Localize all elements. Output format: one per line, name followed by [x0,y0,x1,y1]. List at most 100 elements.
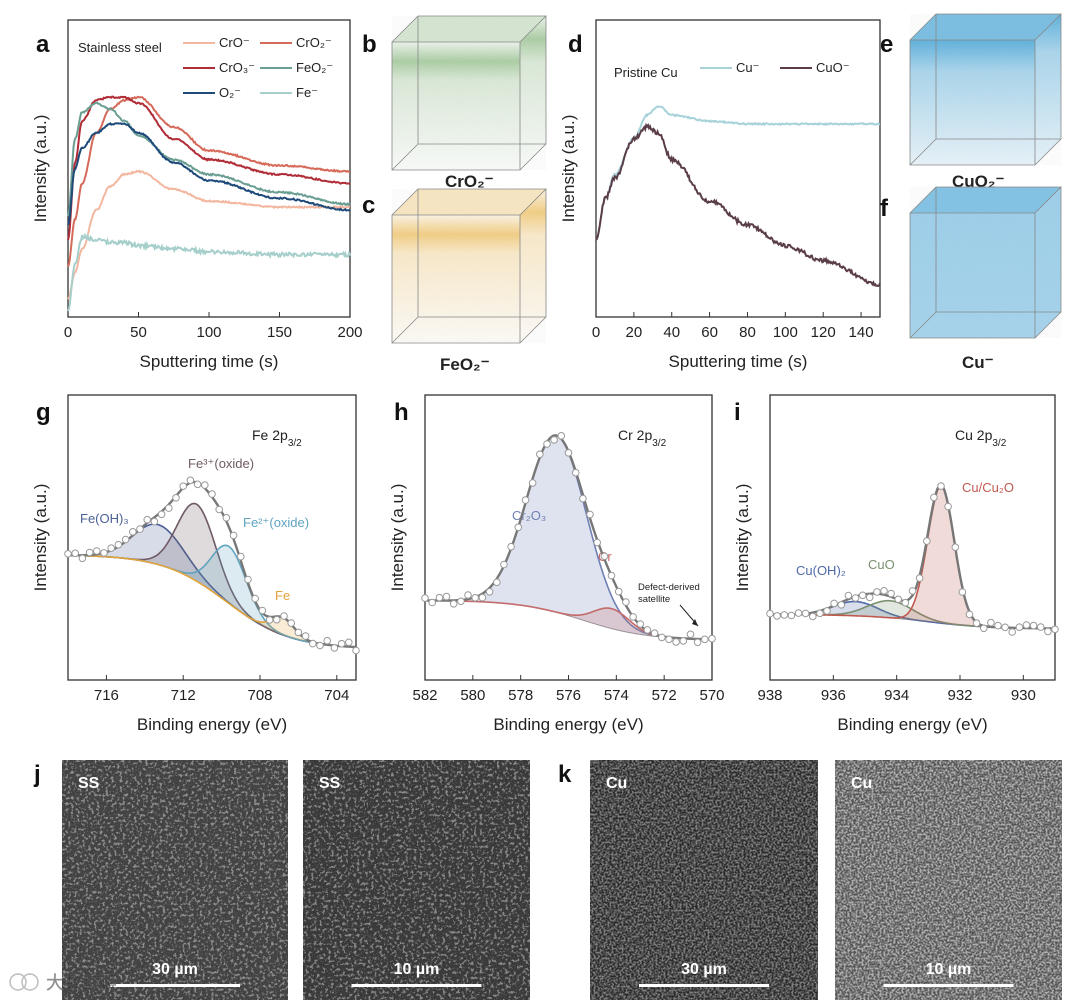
sem-sample-label: SS [78,775,100,792]
scale-bar-label: 30 µm [681,961,727,978]
x-tick-label: 40 [663,324,680,341]
data-point [208,490,216,498]
spectrum-title: Cr 2p3/2 [618,427,667,449]
data-point [944,502,952,511]
data-point [972,619,981,628]
legend-label: O₂⁻ [219,85,241,100]
data-point [780,611,789,619]
data-point [478,593,487,602]
data-point [528,479,537,487]
x-tick-label: 578 [508,687,533,704]
sem-image: Cu 30 µm [590,760,818,1000]
data-point [794,609,803,617]
legend-title: Pristine Cu [614,65,678,80]
data-point [237,552,245,561]
data-point [1044,627,1052,636]
data-point [607,571,616,580]
component-fill-2 [68,545,356,647]
data-point [464,591,472,599]
data-point [244,575,252,584]
data-point [773,612,781,620]
data-point [693,638,702,647]
data-point [557,432,566,440]
data-point [129,528,137,536]
data-point [136,525,144,533]
data-point [787,611,796,620]
data-point [873,588,881,596]
panel-label-f: f [880,195,889,222]
component-line-2 [770,485,1056,630]
panel-label-a: a [36,31,50,58]
x-tick-label: 580 [460,687,485,704]
data-point [965,610,974,619]
sem-features [835,760,1062,1000]
data-point [121,535,130,544]
sem-sample-label: SS [319,775,341,792]
component-label: Cu(OH)₂ [796,563,846,578]
y-axis-label: Intensity (a.u.) [388,484,407,592]
data-point [280,612,288,620]
x-tick-label: 80 [739,324,756,341]
atom-probe-cube: Cu⁻ [909,186,1062,372]
x-tick-label: 932 [947,687,972,704]
data-point [316,641,324,650]
cube-label: FeO₂⁻ [440,355,490,374]
data-point [1051,625,1059,634]
legend-label: CrO⁻ [219,35,250,50]
arrow-head-icon [692,619,698,626]
data-point [193,480,202,489]
x-tick-label: 934 [884,687,909,704]
scale-bar-label: 10 µm [926,961,972,978]
data-point [766,609,774,618]
panel-label-b: b [362,31,377,58]
data-point [201,481,209,489]
data-point [629,613,637,621]
data-point [1001,623,1009,632]
scale-bar [351,984,482,987]
component-fill-3 [68,555,356,647]
watermark: 大数跨境 [9,973,118,993]
series-line-5 [67,232,351,312]
atom-probe-cube: CuO₂⁻ [909,13,1062,191]
x-tick-label: 100 [773,324,798,341]
data-point [844,591,853,600]
sem-sample-label: Cu [851,775,872,792]
data-point [100,549,108,557]
x-tick-label: 572 [652,687,677,704]
series-line-4 [67,121,351,226]
x-axis-label: Sputtering time (s) [669,352,808,371]
data-point [887,589,895,598]
component-label: Fe [275,588,290,603]
data-point [636,620,645,628]
data-point [915,574,924,582]
sem-image: Cu 10 µm [835,760,1062,1000]
data-point [865,593,874,602]
data-point [485,588,494,596]
data-point [521,496,530,504]
data-point [165,504,173,512]
scale-bar [110,984,240,987]
x-tick-label: 200 [337,324,362,341]
data-point [507,542,515,551]
cube-edges [909,13,1062,166]
series-line-2 [67,95,351,241]
data-point [614,587,623,596]
data-point [550,436,558,444]
watermark-text: 大数跨境 [46,973,118,993]
component-label: Cr₂O₃ [512,508,546,523]
cube-label: CuO₂⁻ [952,172,1004,191]
panel-label-h: h [394,399,409,426]
x-axis-label: Binding energy (eV) [137,715,287,734]
x-tick-label: 0 [64,324,72,341]
data-point [536,450,544,459]
data-point [816,609,824,618]
legend-label: CrO₂⁻ [296,35,332,50]
data-point [564,449,573,457]
legend-label: CrO₃⁻ [219,60,255,75]
scale-bar [639,984,769,987]
panel-label-i: i [734,399,741,426]
sem-features [62,760,288,1000]
data-point [352,646,360,655]
sem-features [590,760,818,1000]
data-point [337,639,346,648]
